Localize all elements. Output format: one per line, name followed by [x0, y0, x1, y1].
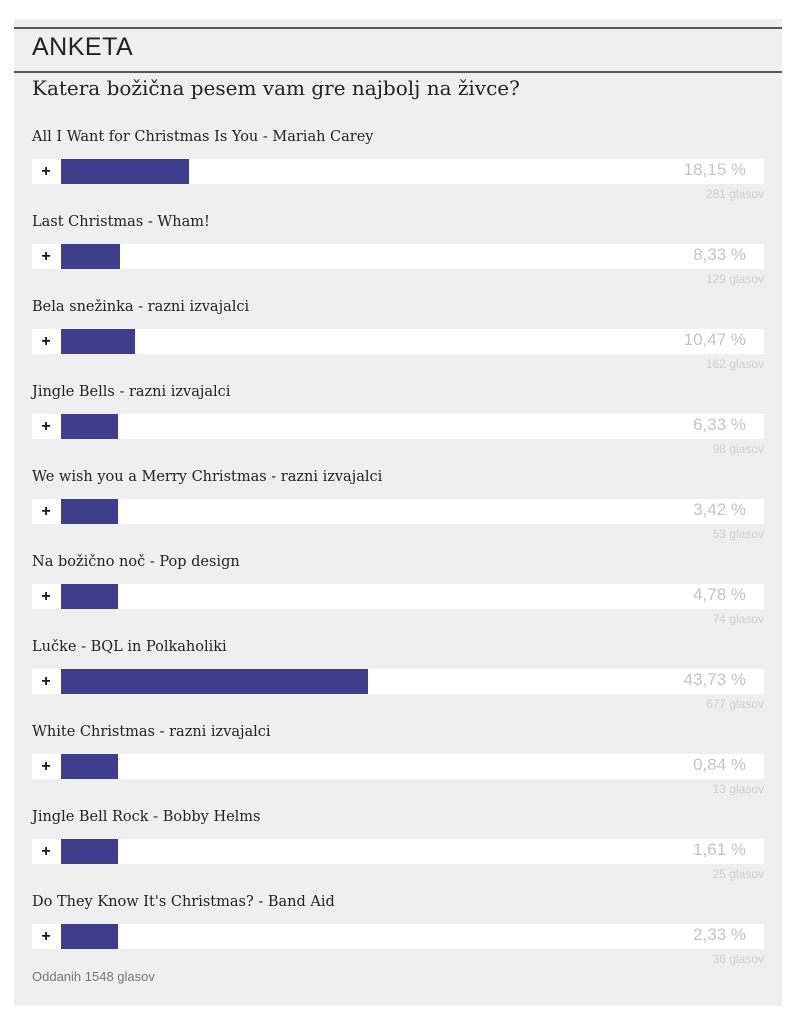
- option-label: All I Want for Christmas Is You - Mariah…: [32, 129, 374, 145]
- result-bar: [61, 584, 118, 609]
- poll-option: All I Want for Christmas Is You - Mariah…: [32, 129, 764, 214]
- poll-option: Jingle Bell Rock - Bobby Helms + 1,61 % …: [32, 809, 764, 894]
- result-bar: [61, 329, 135, 354]
- option-votes: 53 glasov: [712, 527, 764, 541]
- poll-option: Na božično noč - Pop design + 4,78 % 74 …: [32, 554, 764, 639]
- vote-button[interactable]: +: [41, 758, 51, 775]
- option-bar-row[interactable]: + 0,84 %: [32, 754, 764, 779]
- option-percent: 8,33 %: [693, 245, 746, 264]
- option-votes: 25 glasov: [712, 867, 764, 881]
- option-percent: 4,78 %: [693, 585, 746, 604]
- option-percent: 6,33 %: [693, 415, 746, 434]
- vote-button[interactable]: +: [41, 673, 51, 690]
- result-bar: [61, 159, 189, 184]
- option-percent: 0,84 %: [693, 755, 746, 774]
- poll-option: Jingle Bells - razni izvajalci + 6,33 % …: [32, 384, 764, 469]
- result-bar: [61, 754, 118, 779]
- option-percent: 3,42 %: [693, 500, 746, 519]
- poll-question: Katera božična pesem vam gre najbolj na …: [32, 76, 520, 100]
- vote-button[interactable]: +: [41, 248, 51, 265]
- option-votes: 74 glasov: [712, 612, 764, 626]
- vote-button[interactable]: +: [41, 928, 51, 945]
- vote-button[interactable]: +: [41, 163, 51, 180]
- option-label: Do They Know It's Christmas? - Band Aid: [32, 894, 335, 910]
- vote-button[interactable]: +: [41, 418, 51, 435]
- option-label: Bela snežinka - razni izvajalci: [32, 299, 250, 315]
- result-bar: [61, 414, 118, 439]
- option-bar-row[interactable]: + 1,61 %: [32, 839, 764, 864]
- option-percent: 1,61 %: [693, 840, 746, 859]
- option-votes: 129 glasov: [705, 272, 764, 286]
- poll-option: Last Christmas - Wham! + 8,33 % 129 glas…: [32, 214, 764, 299]
- option-bar-row[interactable]: + 18,15 %: [32, 159, 764, 184]
- result-bar: [61, 499, 118, 524]
- option-bar-row[interactable]: + 8,33 %: [32, 244, 764, 269]
- option-percent: 10,47 %: [683, 330, 746, 349]
- option-bar-row[interactable]: + 3,42 %: [32, 499, 764, 524]
- result-bar: [61, 244, 120, 269]
- option-votes: 36 glasov: [712, 952, 764, 966]
- poll-option: Lučke - BQL in Polkaholiki + 43,73 % 677…: [32, 639, 764, 724]
- option-votes: 281 glasov: [705, 187, 764, 201]
- option-label: White Christmas - razni izvajalci: [32, 724, 271, 740]
- option-label: Last Christmas - Wham!: [32, 214, 210, 230]
- option-percent: 2,33 %: [693, 925, 746, 944]
- poll-options: All I Want for Christmas Is You - Mariah…: [32, 129, 764, 979]
- vote-button[interactable]: +: [41, 503, 51, 520]
- option-votes: 13 glasov: [712, 782, 764, 796]
- vote-button[interactable]: +: [41, 588, 51, 605]
- option-votes: 98 glasov: [712, 442, 764, 456]
- result-bar: [61, 924, 118, 949]
- option-votes: 677 glasov: [705, 697, 764, 711]
- option-bar-row[interactable]: + 2,33 %: [32, 924, 764, 949]
- option-bar-row[interactable]: + 6,33 %: [32, 414, 764, 439]
- option-bar-row[interactable]: + 10,47 %: [32, 329, 764, 354]
- option-percent: 18,15 %: [683, 160, 746, 179]
- poll-option: Do They Know It's Christmas? - Band Aid …: [32, 894, 764, 979]
- option-label: We wish you a Merry Christmas - razni iz…: [32, 469, 383, 485]
- poll-option: White Christmas - razni izvajalci + 0,84…: [32, 724, 764, 809]
- option-label: Jingle Bells - razni izvajalci: [32, 384, 231, 400]
- option-label: Na božično noč - Pop design: [32, 554, 240, 570]
- total-votes: Oddanih 1548 glasov: [32, 969, 155, 984]
- option-bar-row[interactable]: + 43,73 %: [32, 669, 764, 694]
- option-label: Lučke - BQL in Polkaholiki: [32, 639, 227, 655]
- poll-option: We wish you a Merry Christmas - razni iz…: [32, 469, 764, 554]
- vote-button[interactable]: +: [41, 843, 51, 860]
- poll-header: ANKETA: [14, 27, 782, 73]
- option-bar-row[interactable]: + 4,78 %: [32, 584, 764, 609]
- result-bar: [61, 839, 118, 864]
- option-votes: 162 glasov: [705, 357, 764, 371]
- poll-widget: ANKETA Katera božična pesem vam gre najb…: [14, 19, 782, 1006]
- poll-option: Bela snežinka - razni izvajalci + 10,47 …: [32, 299, 764, 384]
- option-label: Jingle Bell Rock - Bobby Helms: [32, 809, 261, 825]
- vote-button[interactable]: +: [41, 333, 51, 350]
- poll-title: ANKETA: [32, 33, 134, 61]
- option-percent: 43,73 %: [683, 670, 746, 689]
- result-bar: [61, 669, 369, 694]
